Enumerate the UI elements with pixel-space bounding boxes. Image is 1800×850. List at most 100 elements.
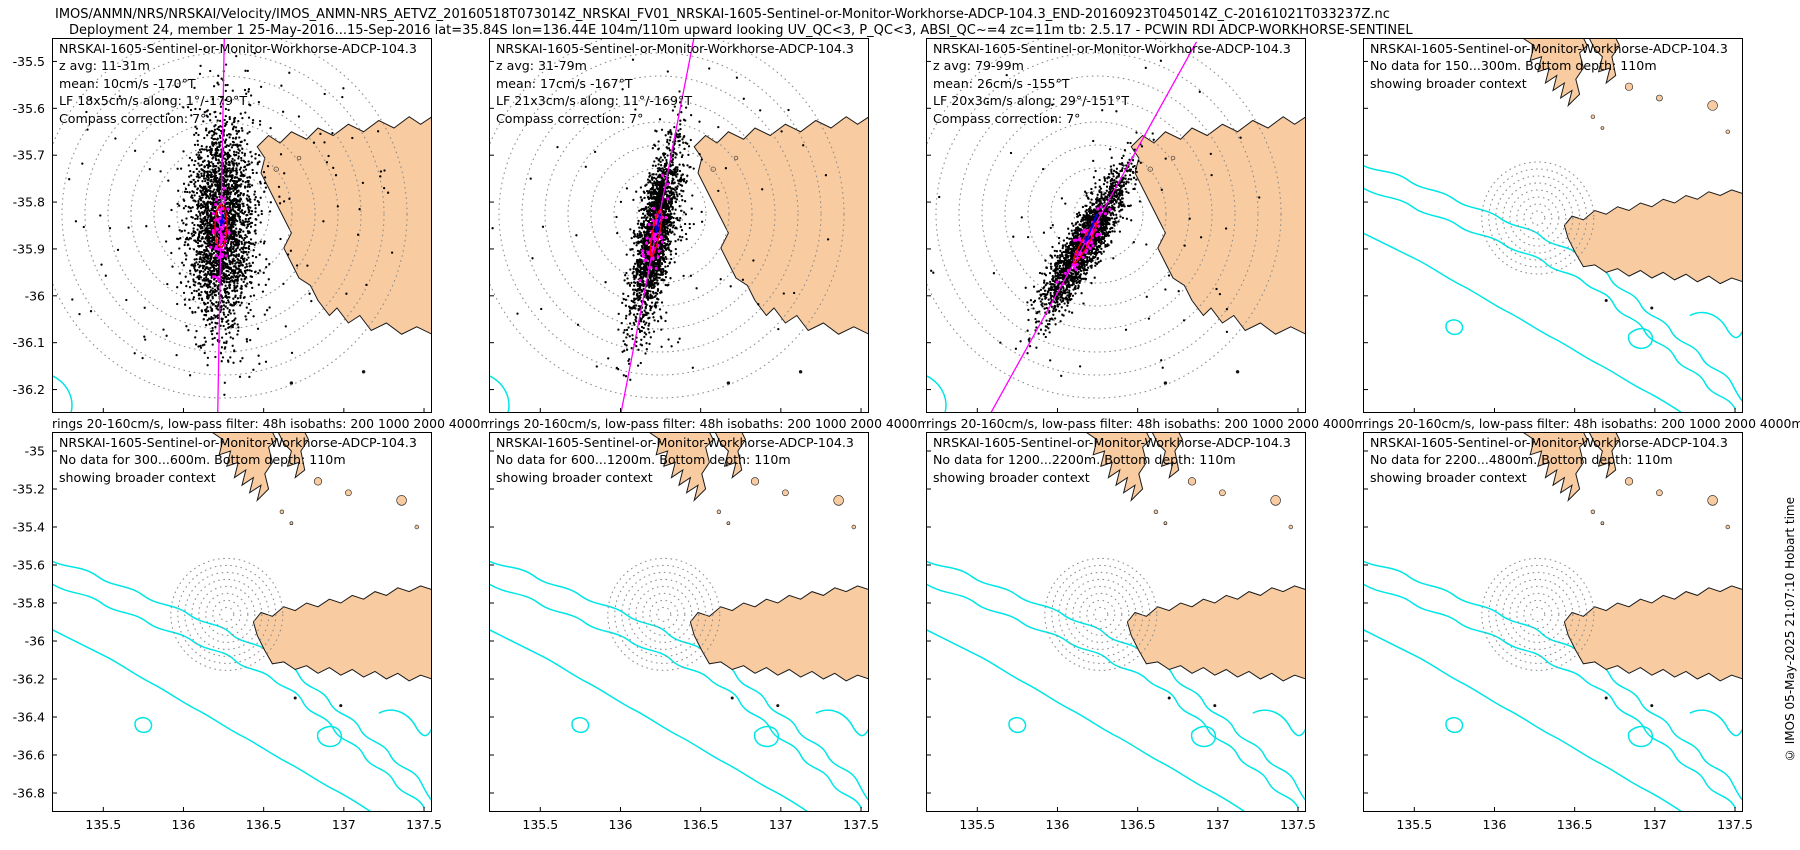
y-tick-label: -35.8 (13, 596, 45, 611)
panel-annotation-line: LF 21x3cm/s along: 11°/-169°T (496, 93, 693, 109)
subplot-3-canvas (926, 38, 1306, 413)
subplot-8-context-map: 135.5 136 136.5 137 137.5 NRSKAI-1605-Sentine… (1363, 432, 1753, 835)
panel-annotation-line: z avg: 31-79m (496, 58, 587, 74)
x-tick-label: 136.5 (683, 817, 719, 832)
y-tick-label: -35.9 (13, 241, 45, 256)
panel-xlabel: rings 20-160cm/s, low-pass filter: 48h i… (926, 416, 1363, 431)
panel-title: NRSKAI-1605-Sentinel-or-Monitor-Workhors… (59, 41, 417, 56)
panel-annotations: NRSKAI-1605-Sentinel-or-Monitor-Workhors… (59, 40, 417, 127)
panel-title: NRSKAI-1605-Sentinel-or-Monitor-Workhors… (933, 435, 1291, 450)
panel-annotation-line: z avg: 11-31m (59, 58, 150, 74)
y-tick-label: -35 (25, 444, 45, 459)
panel-annotations: NRSKAI-1605-Sentinel-or-Monitor-Workhors… (1370, 434, 1728, 486)
panel-title: NRSKAI-1605-Sentinel-or-Monitor-Workhors… (1370, 41, 1728, 56)
y-tick-label: -36.1 (13, 335, 45, 350)
y-tick-label: -35.7 (13, 148, 45, 163)
panel-annotations: NRSKAI-1605-Sentinel-or-Monitor-Workhors… (496, 434, 854, 486)
panel-annotation-line: z avg: 79-99m (933, 58, 1024, 74)
panel-annotation-line: No data for 2200...4800m. Bottom depth: … (1370, 452, 1673, 468)
y-tick-label: -36.6 (13, 748, 45, 763)
panel-xlabel: rings 20-160cm/s, low-pass filter: 48h i… (1363, 416, 1800, 431)
panel-annotation-line: No data for 600...1200m. Bottom depth: 1… (496, 452, 791, 468)
x-tick-label: 136 (609, 817, 633, 832)
panel-xlabel: rings 20-160cm/s, low-pass filter: 48h i… (52, 416, 489, 431)
y-tick-label: -35.6 (13, 101, 45, 116)
panel-annotation-line: No data for 150...300m. Bottom depth: 11… (1370, 58, 1657, 74)
panel-annotation-line: mean: 17cm/s -167°T (496, 75, 633, 91)
x-tick-label: 135.5 (1396, 817, 1432, 832)
panel-annotation-line: Compass correction: 7° (59, 110, 207, 126)
panel-annotation-line: Compass correction: 7° (933, 110, 1081, 126)
subplot-7-context-map: 135.5 136 136.5 137 137.5 NRSKAI-1605-Sentine… (926, 432, 1316, 835)
subplot-2-velocity-scatter: NRSKAI-1605-Sentinel-or-Monitor-Workhors… (489, 38, 926, 432)
x-tick-label: 136.5 (1120, 817, 1156, 832)
panel-title: NRSKAI-1605-Sentinel-or-Monitor-Workhors… (496, 41, 854, 56)
panel-annotation-line: showing broader context (1370, 75, 1527, 91)
x-tick-label: 136 (172, 817, 196, 832)
x-tick-label: 136 (1483, 817, 1507, 832)
subplot-7-canvas: 135.5 136 136.5 137 137.5 (926, 432, 1316, 832)
subplot-1-velocity-scatter: -35.5 -35.6 -35.7 -35.8 -35.9 -36 -36.1 -36.2 NR… (13, 38, 489, 432)
subplot-3-velocity-scatter: NRSKAI-1605-Sentinel-or-Monitor-Workhors… (926, 38, 1363, 432)
figure-panels: -35.5 -35.6 -35.7 -35.8 -35.9 -36 -36.1 -36.2 NR… (13, 38, 1800, 835)
x-tick-label: 137.5 (843, 817, 879, 832)
y-tick-label: -35.6 (13, 558, 45, 573)
panel-annotation-line: showing broader context (933, 469, 1090, 485)
panel-title: NRSKAI-1605-Sentinel-or-Monitor-Workhors… (1370, 435, 1728, 450)
x-tick-label: 137 (1643, 817, 1667, 832)
panel-title: NRSKAI-1605-Sentinel-or-Monitor-Workhors… (933, 41, 1291, 56)
x-tick-label: 137 (332, 817, 356, 832)
y-tick-label: -36.4 (13, 710, 45, 725)
panel-annotation-line: showing broader context (1370, 469, 1527, 485)
x-tick-label: 137.5 (406, 817, 442, 832)
subplot-6-canvas: 135.5 136 136.5 137 137.5 (489, 432, 879, 832)
x-tick-label: 136 (1046, 817, 1070, 832)
subplot-5-canvas: -35 -35.2 -35.4 -35.6 -35.8 -36 -36.2 -36.4 -36.… (13, 432, 442, 832)
panel-annotations: NRSKAI-1605-Sentinel-or-Monitor-Workhors… (933, 40, 1291, 127)
subplot-4-canvas (1363, 38, 1743, 413)
y-tick-label: -35.2 (13, 482, 45, 497)
panel-xlabel: rings 20-160cm/s, low-pass filter: 48h i… (489, 416, 926, 431)
x-tick-label: 135.5 (522, 817, 558, 832)
x-tick-label: 137 (769, 817, 793, 832)
copyright-watermark: © IMOS 05-May-2025 21:07:10 Hobart time (1783, 496, 1797, 762)
panel-annotation-line: showing broader context (59, 469, 216, 485)
panel-annotations: NRSKAI-1605-Sentinel-or-Monitor-Workhors… (496, 40, 854, 127)
y-tick-label: -36 (25, 288, 45, 303)
y-tick-label: -35.8 (13, 195, 45, 210)
figure-title-line2: Deployment 24, member 1 25-May-2016...15… (69, 23, 1413, 38)
x-tick-label: 137 (1206, 817, 1230, 832)
figure-title-line1: IMOS/ANMN/NRS/NRSKAI/Velocity/IMOS_ANMN-… (55, 7, 1390, 22)
y-tick-label: -36.2 (13, 382, 45, 397)
panel-title: NRSKAI-1605-Sentinel-or-Monitor-Workhors… (59, 435, 417, 450)
panel-annotation-line: mean: 10cm/s -170°T (59, 75, 196, 91)
subplot-1-canvas: -35.5 -35.6 -35.7 -35.8 -35.9 -36 -36.1 -36.2 (13, 38, 432, 413)
y-tick-label: -35.5 (13, 54, 45, 69)
panel-annotation-line: Compass correction: 7° (496, 110, 644, 126)
subplot-2-canvas (489, 38, 869, 413)
x-tick-label: 137.5 (1280, 817, 1316, 832)
panel-annotation-line: mean: 26cm/s -155°T (933, 75, 1070, 91)
panel-annotation-line: LF 20x3cm/s along: 29°/-151°T (933, 93, 1130, 109)
panel-title: NRSKAI-1605-Sentinel-or-Monitor-Workhors… (496, 435, 854, 450)
panel-annotation-line: LF 18x5cm/s along: 1°/-179°T (59, 93, 248, 109)
subplot-5-context-map: -35 -35.2 -35.4 -35.6 -35.8 -36 -36.2 -36.4 -36.… (13, 432, 442, 835)
y-tick-label: -36 (25, 634, 45, 649)
x-tick-label: 136.5 (246, 817, 282, 832)
figure-header: IMOS/ANMN/NRS/NRSKAI/Velocity/IMOS_ANMN-… (55, 7, 1413, 38)
y-tick-label: -36.2 (13, 672, 45, 687)
y-tick-label: -35.4 (13, 520, 45, 535)
x-tick-label: 135.5 (85, 817, 121, 832)
panel-annotation-line: No data for 1200...2200m. Bottom depth: … (933, 452, 1236, 468)
subplot-8-canvas: 135.5 136 136.5 137 137.5 (1363, 432, 1753, 832)
subplot-6-context-map: 135.5 136 136.5 137 137.5 NRSKAI-1605-Sentine… (489, 432, 879, 835)
panel-annotations: NRSKAI-1605-Sentinel-or-Monitor-Workhors… (1370, 40, 1728, 92)
panel-annotation-line: showing broader context (496, 469, 653, 485)
x-tick-label: 137.5 (1717, 817, 1753, 832)
panel-annotations: NRSKAI-1605-Sentinel-or-Monitor-Workhors… (933, 434, 1291, 486)
panel-annotation-line: No data for 300...600m. Bottom depth: 11… (59, 452, 346, 468)
y-tick-label: -36.8 (13, 786, 45, 801)
x-tick-label: 135.5 (959, 817, 995, 832)
panel-annotations: NRSKAI-1605-Sentinel-or-Monitor-Workhors… (59, 434, 417, 486)
